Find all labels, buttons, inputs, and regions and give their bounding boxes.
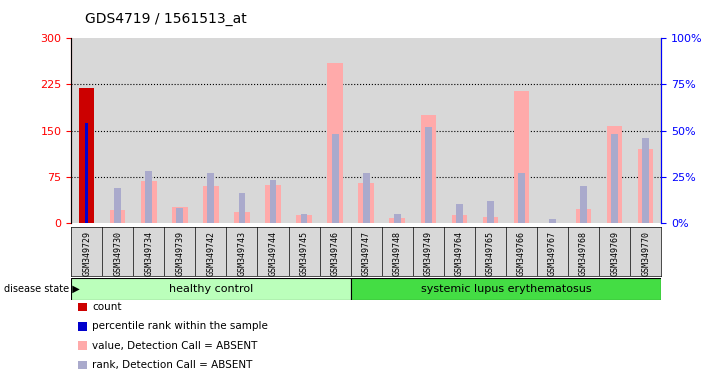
Bar: [599, 38, 630, 223]
Text: healthy control: healthy control: [169, 284, 253, 294]
Bar: [176, 208, 183, 223]
Text: GSM349743: GSM349743: [237, 230, 247, 276]
Text: GSM349767: GSM349767: [548, 230, 557, 276]
Text: GSM349745: GSM349745: [299, 230, 309, 276]
Text: GSM349744: GSM349744: [269, 230, 277, 276]
Bar: [580, 186, 587, 223]
Bar: [638, 149, 653, 223]
Bar: [475, 38, 506, 223]
Text: GSM349748: GSM349748: [392, 230, 402, 276]
Bar: [351, 38, 382, 223]
Bar: [413, 38, 444, 223]
Bar: [630, 38, 661, 223]
Bar: [110, 210, 125, 223]
Bar: [506, 38, 537, 223]
Text: count: count: [92, 302, 122, 312]
Bar: [145, 171, 152, 223]
Bar: [420, 115, 436, 223]
Text: GSM349734: GSM349734: [144, 230, 154, 276]
Text: value, Detection Call = ABSENT: value, Detection Call = ABSENT: [92, 341, 258, 351]
Bar: [394, 214, 400, 223]
Text: disease state ▶: disease state ▶: [4, 284, 80, 294]
Text: GSM349730: GSM349730: [113, 230, 122, 276]
Bar: [301, 214, 307, 223]
Bar: [444, 38, 475, 223]
Bar: [518, 173, 525, 223]
Text: GSM349746: GSM349746: [331, 230, 340, 276]
Text: GSM349768: GSM349768: [579, 230, 588, 276]
Bar: [269, 180, 277, 223]
Bar: [382, 38, 413, 223]
Bar: [576, 209, 592, 223]
Bar: [296, 215, 312, 223]
Bar: [85, 122, 88, 223]
Bar: [363, 173, 370, 223]
Bar: [114, 188, 121, 223]
Bar: [289, 38, 319, 223]
Text: systemic lupus erythematosus: systemic lupus erythematosus: [421, 284, 592, 294]
Bar: [196, 38, 226, 223]
Bar: [351, 278, 661, 300]
Bar: [483, 217, 498, 223]
Bar: [607, 126, 622, 223]
Bar: [164, 38, 196, 223]
Bar: [487, 200, 494, 223]
Text: rank, Detection Call = ABSENT: rank, Detection Call = ABSENT: [92, 360, 253, 370]
Bar: [390, 218, 405, 223]
Bar: [358, 183, 374, 223]
Bar: [549, 219, 556, 223]
Bar: [257, 38, 289, 223]
Bar: [425, 127, 432, 223]
Bar: [141, 181, 156, 223]
Text: percentile rank within the sample: percentile rank within the sample: [92, 321, 268, 331]
Bar: [265, 185, 281, 223]
Bar: [133, 38, 164, 223]
Bar: [203, 186, 219, 223]
Bar: [319, 38, 351, 223]
Bar: [611, 134, 618, 223]
Bar: [327, 63, 343, 223]
Text: GDS4719 / 1561513_at: GDS4719 / 1561513_at: [85, 12, 247, 25]
Text: GSM349764: GSM349764: [455, 230, 464, 276]
Bar: [238, 193, 245, 223]
Text: GSM349749: GSM349749: [424, 230, 433, 276]
Bar: [226, 38, 257, 223]
Bar: [568, 38, 599, 223]
Text: GSM349765: GSM349765: [486, 230, 495, 276]
Bar: [102, 38, 133, 223]
Text: GSM349766: GSM349766: [517, 230, 526, 276]
Text: GSM349770: GSM349770: [641, 230, 650, 276]
Bar: [208, 173, 214, 223]
Bar: [71, 278, 351, 300]
Bar: [642, 138, 649, 223]
Bar: [537, 38, 568, 223]
Bar: [172, 207, 188, 223]
Text: GSM349747: GSM349747: [362, 230, 370, 276]
Bar: [456, 204, 463, 223]
Bar: [332, 134, 338, 223]
Bar: [71, 38, 102, 223]
Text: GSM349739: GSM349739: [176, 230, 184, 276]
Bar: [513, 91, 529, 223]
Text: GSM349769: GSM349769: [610, 230, 619, 276]
Bar: [451, 215, 467, 223]
Bar: [79, 88, 95, 223]
Text: GSM349729: GSM349729: [82, 230, 91, 276]
Bar: [234, 212, 250, 223]
Text: GSM349742: GSM349742: [206, 230, 215, 276]
